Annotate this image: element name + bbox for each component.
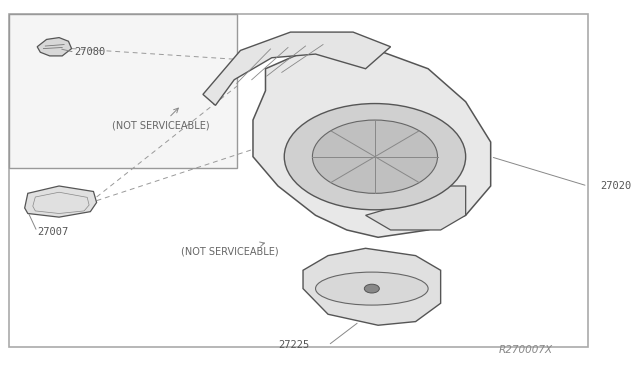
Text: R270007X: R270007X — [499, 345, 553, 355]
Circle shape — [364, 284, 380, 293]
Polygon shape — [303, 248, 440, 325]
Polygon shape — [37, 38, 72, 56]
Text: 27007: 27007 — [37, 227, 68, 237]
Ellipse shape — [316, 272, 428, 305]
Polygon shape — [365, 186, 466, 230]
Text: 27225: 27225 — [278, 340, 309, 350]
Text: 27080: 27080 — [75, 47, 106, 57]
Circle shape — [284, 103, 466, 210]
Text: (NOT SERVICEABLE): (NOT SERVICEABLE) — [181, 242, 278, 257]
Polygon shape — [203, 32, 390, 105]
Circle shape — [312, 120, 438, 193]
Polygon shape — [25, 186, 97, 217]
Text: (NOT SERVICEABLE): (NOT SERVICEABLE) — [112, 108, 210, 131]
Text: 27020: 27020 — [600, 181, 632, 191]
Bar — [9, 14, 237, 168]
Polygon shape — [253, 47, 491, 237]
